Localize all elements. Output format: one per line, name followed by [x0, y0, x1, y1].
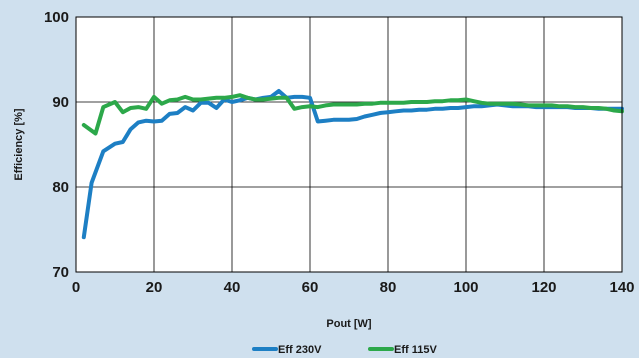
- x-tick-label: 80: [380, 279, 397, 296]
- y-tick-label: 100: [44, 9, 69, 26]
- x-axis-label: Pout [W]: [326, 318, 372, 330]
- y-axis-label: Efficiency [%]: [13, 108, 25, 180]
- plot-frame: [75, 16, 623, 273]
- x-tick-labels: 0 20 40 60 80 100 120 140: [72, 279, 635, 296]
- y-tick-labels: 70 80 90 100: [44, 9, 69, 281]
- x-tick-label: 120: [531, 279, 556, 296]
- legend: Eff 230V Eff 115V: [252, 344, 437, 356]
- x-tick-label: 100: [453, 279, 478, 296]
- x-tick-label: 60: [302, 279, 319, 296]
- x-tick-label: 20: [146, 279, 163, 296]
- y-tick-label: 80: [52, 179, 69, 196]
- x-tick-label: 0: [72, 279, 80, 296]
- series-layer: [81, 89, 624, 240]
- legend-label-2: Eff 115V: [394, 344, 437, 356]
- y-tick-label: 90: [52, 94, 69, 111]
- legend-label-1: Eff 230V: [278, 344, 322, 356]
- x-tick-label: 40: [224, 279, 241, 296]
- plot-area: [76, 17, 622, 272]
- x-tick-label: 140: [609, 279, 634, 296]
- y-tick-label: 70: [52, 264, 69, 281]
- series-line-2: [81, 93, 624, 136]
